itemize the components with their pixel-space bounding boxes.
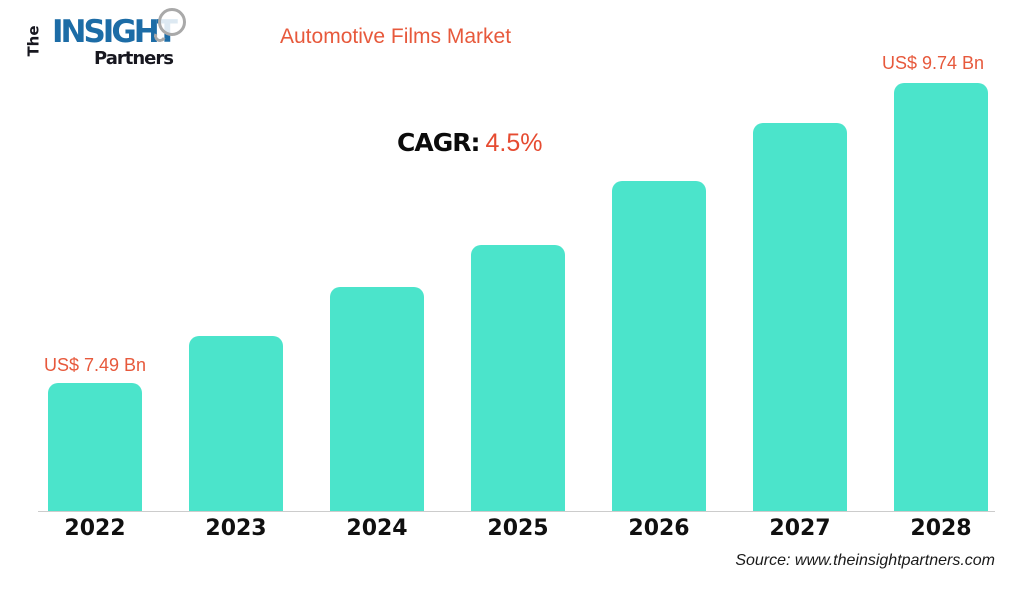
insight-partners-logo: The INSIGHT Partners [25,6,198,74]
x-axis-label-2023: 2023 [205,516,267,541]
bar-2022 [48,383,142,512]
chart-title: Automotive Films Market [280,25,512,48]
cagr-label: CAGR: [397,128,480,157]
bar-2023 [189,336,283,512]
first-bar-value-label: US$ 7.49 Bn [43,355,147,375]
x-axis-label-2028: 2028 [910,516,972,541]
x-axis-label-2024: 2024 [346,516,408,541]
magnifier-icon [158,8,186,36]
bar-2027 [753,123,847,512]
x-axis-label-2027: 2027 [769,516,831,541]
cagr-annotation: CAGR: 4.5% [397,128,542,158]
x-axis-label-2022: 2022 [64,516,126,541]
x-axis-line [38,511,995,512]
logo-insight-text: INSIGHT [52,14,178,50]
logo-partners-text: Partners [94,48,174,69]
bar-2025 [471,245,565,512]
x-axis-label-2026: 2026 [628,516,690,541]
bar-2024 [330,287,424,512]
source-attribution: Source: www.theinsightpartners.com [735,552,995,569]
bar-2028 [894,83,988,512]
cagr-value: 4.5% [485,129,543,157]
last-bar-value-label: US$ 9.74 Bn [881,53,985,73]
bar-2026 [612,181,706,512]
x-axis-label-2025: 2025 [487,516,549,541]
